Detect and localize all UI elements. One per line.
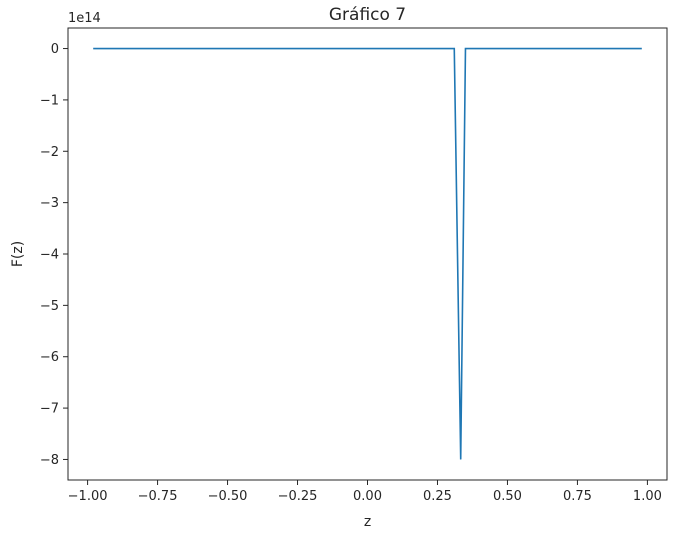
y-tick-label: −1 [40, 93, 59, 108]
y-tick-label: −8 [40, 453, 59, 468]
plot-frame [67, 27, 668, 481]
x-tick-label: 1.00 [633, 489, 662, 504]
y-tick-label: −3 [40, 196, 59, 211]
x-tick-label: 0.25 [423, 489, 452, 504]
chart-title: Gráfico 7 [329, 5, 406, 25]
y-axis-title: F(z) [10, 241, 26, 267]
y-tick-label: −4 [40, 248, 59, 263]
x-tick-label: 0.75 [563, 489, 592, 504]
y-tick-label: −2 [40, 145, 59, 160]
x-tick-label: 0.50 [493, 489, 522, 504]
x-axis-ticks: −1.00 −0.75 −0.50 −0.25 0.00 0.25 0.50 0.75 1.00 [68, 480, 662, 504]
y-tick-label: −5 [40, 299, 59, 314]
x-tick-label: −0.25 [278, 489, 318, 504]
series-line-0 [93, 47, 642, 460]
y-tick-label: −7 [40, 402, 59, 417]
plot-background [68, 28, 667, 480]
x-tick-label: −0.75 [138, 489, 178, 504]
y-tick-label: −6 [40, 350, 59, 365]
series-layer [93, 47, 642, 460]
x-tick-label: −0.50 [208, 489, 248, 504]
x-tick-label: 0.00 [353, 489, 382, 504]
y-axis-ticks: 0 −1 −2 −3 −4 −5 −6 −7 −8 [40, 42, 68, 468]
x-tick-label: −1.00 [68, 489, 108, 504]
y-axis-offset-label: 1e14 [68, 11, 101, 26]
y-tick-label: 0 [51, 42, 59, 57]
x-axis-title: z [364, 514, 371, 530]
